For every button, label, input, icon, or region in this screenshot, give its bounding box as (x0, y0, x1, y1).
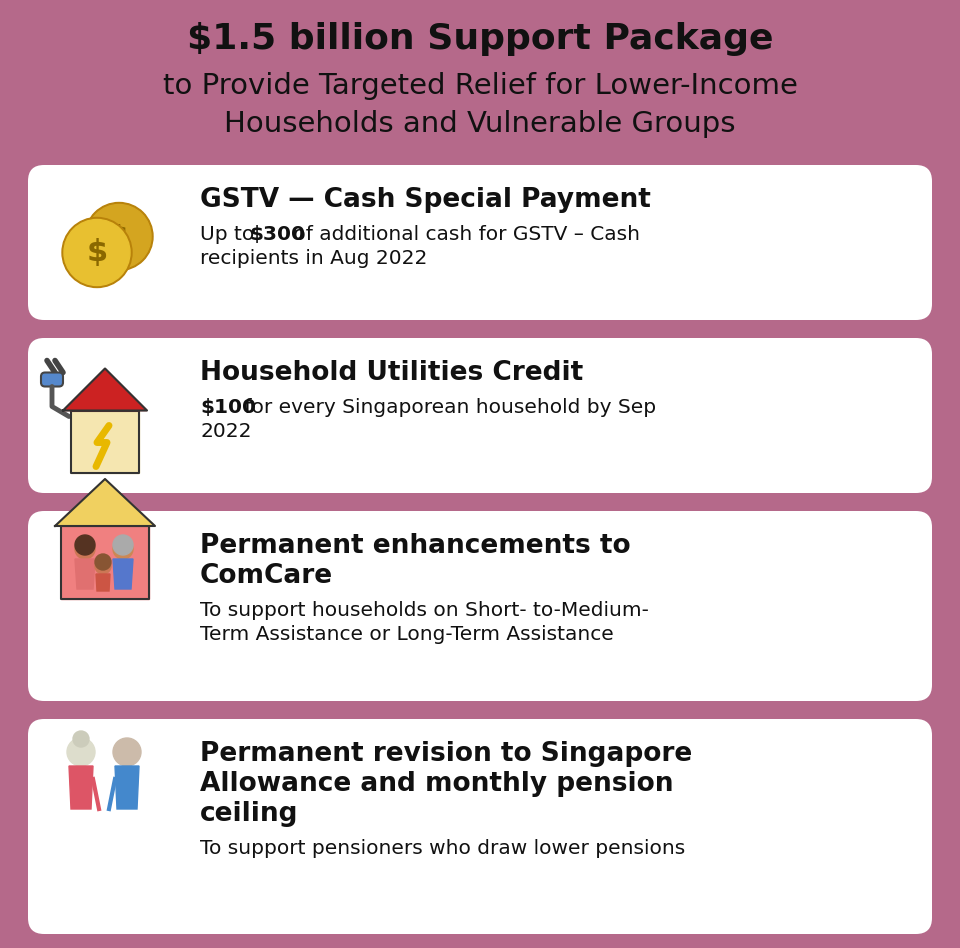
Circle shape (73, 731, 89, 747)
FancyBboxPatch shape (28, 165, 932, 320)
Text: 2022: 2022 (200, 422, 252, 441)
Polygon shape (71, 410, 139, 472)
Text: Households and Vulnerable Groups: Households and Vulnerable Groups (225, 110, 735, 138)
Polygon shape (63, 369, 147, 410)
Circle shape (75, 539, 95, 559)
Text: To support pensioners who draw lower pensions: To support pensioners who draw lower pen… (200, 839, 685, 858)
Circle shape (75, 535, 95, 555)
Text: ceiling: ceiling (200, 801, 299, 827)
Text: to Provide Targeted Relief for Lower-Income: to Provide Targeted Relief for Lower-Inc… (162, 72, 798, 100)
Text: $: $ (109, 224, 128, 249)
Circle shape (62, 217, 132, 287)
Circle shape (95, 558, 111, 574)
Text: $1.5 billion Support Package: $1.5 billion Support Package (187, 22, 773, 56)
Polygon shape (55, 479, 155, 526)
Polygon shape (113, 559, 133, 589)
Circle shape (67, 738, 95, 766)
Text: $: $ (86, 238, 108, 267)
Text: $300: $300 (250, 225, 305, 244)
Polygon shape (115, 766, 139, 809)
FancyBboxPatch shape (28, 338, 932, 493)
Circle shape (64, 220, 130, 285)
Circle shape (113, 738, 141, 766)
Polygon shape (69, 766, 93, 809)
Circle shape (87, 205, 151, 268)
FancyBboxPatch shape (28, 511, 932, 701)
Text: for every Singaporean household by Sep: for every Singaporean household by Sep (238, 398, 656, 417)
Text: Permanent revision to Singapore: Permanent revision to Singapore (200, 741, 692, 767)
Text: Permanent enhancements to: Permanent enhancements to (200, 533, 631, 559)
Text: GSTV — Cash Special Payment: GSTV — Cash Special Payment (200, 187, 651, 213)
Text: Allowance and monthly pension: Allowance and monthly pension (200, 771, 674, 797)
Polygon shape (75, 559, 95, 589)
Text: of additional cash for GSTV – Cash: of additional cash for GSTV – Cash (287, 225, 640, 244)
Text: To support households on Short- to-Medium-: To support households on Short- to-Mediu… (200, 601, 649, 620)
Text: recipients in Aug 2022: recipients in Aug 2022 (200, 249, 427, 268)
FancyBboxPatch shape (41, 373, 63, 387)
Circle shape (113, 535, 133, 555)
Text: Term Assistance or Long-Term Assistance: Term Assistance or Long-Term Assistance (200, 625, 613, 644)
Text: ComCare: ComCare (200, 563, 333, 589)
Text: Household Utilities Credit: Household Utilities Credit (200, 360, 584, 386)
Circle shape (95, 554, 111, 570)
Polygon shape (61, 526, 149, 599)
Circle shape (85, 203, 153, 270)
FancyBboxPatch shape (28, 719, 932, 934)
Polygon shape (96, 574, 110, 591)
Text: Up to: Up to (200, 225, 260, 244)
Text: $100: $100 (200, 398, 256, 417)
Circle shape (113, 539, 133, 559)
